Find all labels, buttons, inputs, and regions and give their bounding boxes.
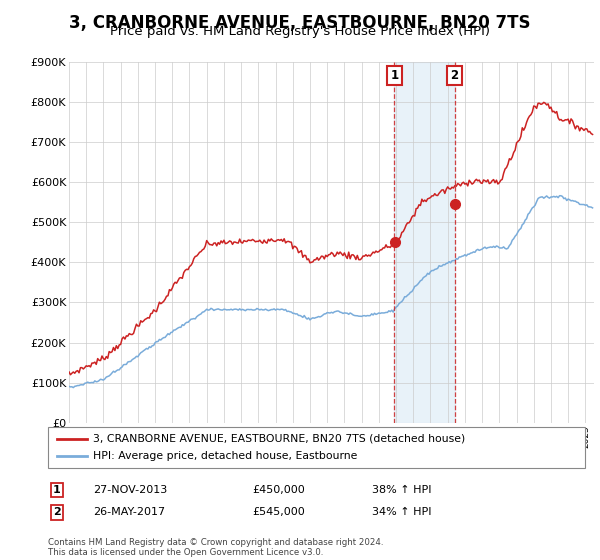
Text: 3, CRANBORNE AVENUE, EASTBOURNE, BN20 7TS: 3, CRANBORNE AVENUE, EASTBOURNE, BN20 7T…: [69, 14, 531, 32]
Text: 38% ↑ HPI: 38% ↑ HPI: [372, 485, 431, 495]
Text: £450,000: £450,000: [252, 485, 305, 495]
Text: 1: 1: [390, 69, 398, 82]
Text: 27-NOV-2013: 27-NOV-2013: [93, 485, 167, 495]
Text: Price paid vs. HM Land Registry's House Price Index (HPI): Price paid vs. HM Land Registry's House …: [110, 25, 490, 38]
Text: 3, CRANBORNE AVENUE, EASTBOURNE, BN20 7TS (detached house): 3, CRANBORNE AVENUE, EASTBOURNE, BN20 7T…: [93, 433, 465, 444]
Text: 2: 2: [451, 69, 458, 82]
Text: HPI: Average price, detached house, Eastbourne: HPI: Average price, detached house, East…: [93, 451, 358, 461]
Text: 26-MAY-2017: 26-MAY-2017: [93, 507, 165, 517]
Text: £545,000: £545,000: [252, 507, 305, 517]
Text: Contains HM Land Registry data © Crown copyright and database right 2024.
This d: Contains HM Land Registry data © Crown c…: [48, 538, 383, 557]
Bar: [394, 62, 455, 423]
Text: 2: 2: [53, 507, 61, 517]
Text: 1: 1: [53, 485, 61, 495]
Text: 34% ↑ HPI: 34% ↑ HPI: [372, 507, 431, 517]
